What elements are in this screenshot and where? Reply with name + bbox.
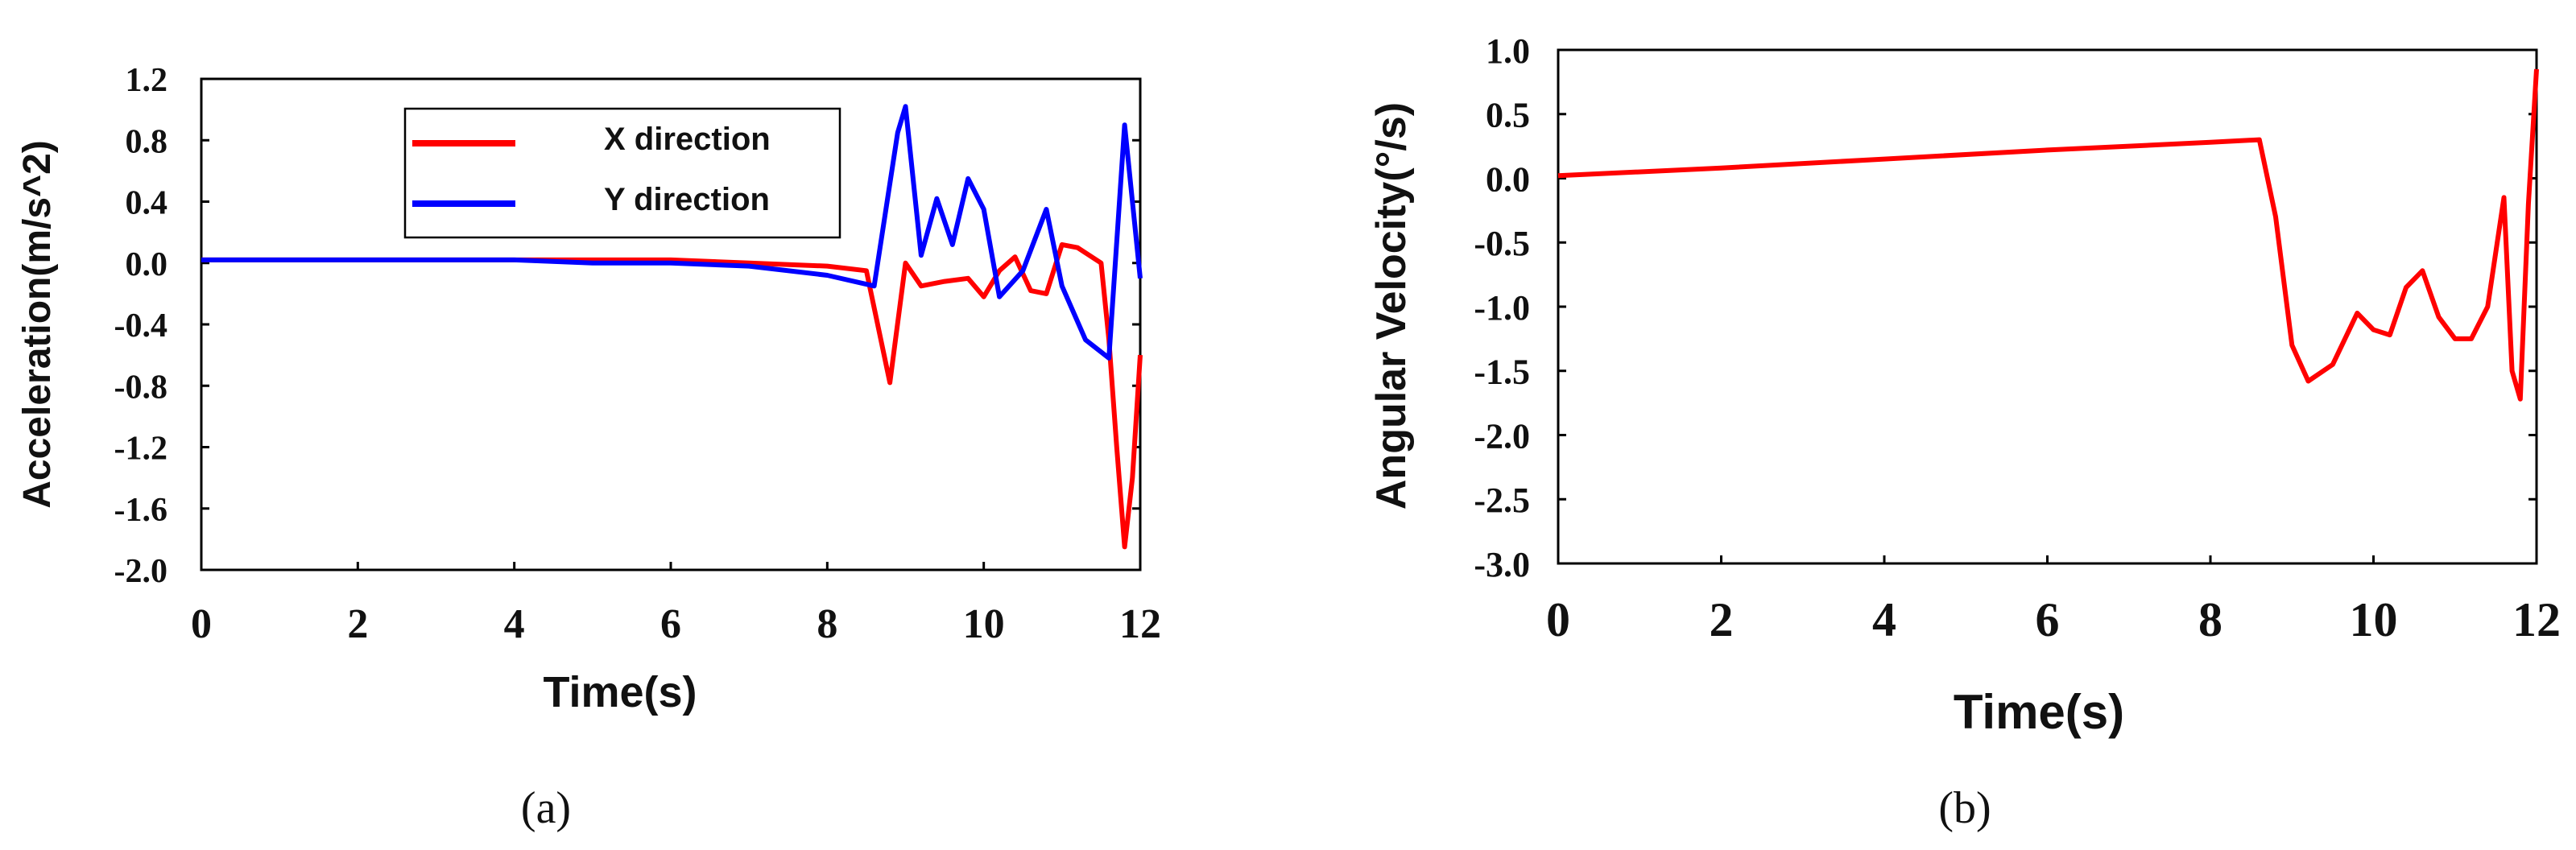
y-tick-label: -0.5 bbox=[1474, 224, 1530, 263]
x-tick-label: 10 bbox=[963, 601, 1005, 647]
x-tick-label: 12 bbox=[2512, 593, 2561, 646]
y-tick-label: 0.4 bbox=[126, 185, 168, 222]
x-tick-label: 4 bbox=[1872, 593, 1896, 646]
data-series bbox=[1557, 68, 2539, 402]
y-tick-label: 0.0 bbox=[1486, 159, 1530, 199]
caption-a: (a) bbox=[521, 783, 571, 833]
legend-label-y-direction: Y direction bbox=[604, 182, 770, 217]
x-tick-label: 6 bbox=[2036, 593, 2060, 646]
x-axis-title: Time(s) bbox=[543, 668, 697, 716]
y-tick-labels: 1.0 0.5 0.0 -0.5 -1.0 -1.5 -2.0 -2.5 -3.0 bbox=[1474, 31, 2537, 584]
legend-label-x-direction: X direction bbox=[604, 122, 771, 157]
y-tick-label: -1.2 bbox=[114, 431, 168, 468]
y-tick-label: -1.0 bbox=[1474, 288, 1530, 328]
x-tick-label: 4 bbox=[504, 601, 525, 647]
y-axis-title: Angular Velocity(°/s) bbox=[1368, 102, 1415, 510]
x-axis-title: Time(s) bbox=[1954, 685, 2124, 739]
data-series bbox=[201, 104, 1143, 550]
series-line-angular-velocity bbox=[1557, 68, 2539, 402]
y-axis-title: Acceleration(m/s^2) bbox=[16, 140, 59, 509]
x-tick-label: 0 bbox=[191, 601, 212, 647]
x-tick-label: 2 bbox=[1710, 593, 1734, 646]
angular-velocity-chart: 0 2 4 6 8 10 12 1.0 0.5 0.0 -0.5 -1.0 -1.5 -2.0 -2.5 -… bbox=[1368, 31, 2561, 833]
acceleration-chart: 0 2 4 6 8 10 12 1.2 0.8 0.4 0.0 -0.4 -0.8 -1.2 -1.6 -2… bbox=[16, 62, 1161, 833]
y-tick-label: -0.8 bbox=[114, 369, 168, 406]
y-tick-labels: 1.2 0.8 0.4 0.0 -0.4 -0.8 -1.2 -1.6 -2.0 bbox=[114, 62, 1140, 590]
y-tick-label: -1.5 bbox=[1474, 353, 1530, 392]
y-tick-label: -2.0 bbox=[1474, 416, 1530, 456]
x-tick-label: 10 bbox=[2350, 593, 2398, 646]
legend: X direction Y direction bbox=[403, 107, 841, 239]
caption-b: (b) bbox=[1938, 783, 1991, 833]
y-tick-label: 0.8 bbox=[126, 123, 168, 160]
x-tick-labels: 0 2 4 6 8 10 12 bbox=[1546, 555, 2561, 646]
plot-frame bbox=[1557, 48, 2538, 565]
y-tick-label: 1.0 bbox=[1486, 31, 1530, 71]
x-tick-label: 12 bbox=[1119, 601, 1161, 647]
x-tick-label: 0 bbox=[1546, 593, 1570, 646]
x-tick-label: 8 bbox=[817, 601, 837, 647]
legend-box bbox=[403, 107, 841, 239]
y-tick-label: -1.6 bbox=[114, 492, 168, 529]
y-tick-label: -2.0 bbox=[114, 553, 168, 590]
y-tick-label: -3.0 bbox=[1474, 545, 1530, 584]
y-tick-label: 0.5 bbox=[1486, 96, 1530, 135]
x-tick-labels: 0 2 4 6 8 10 12 bbox=[191, 562, 1161, 647]
x-tick-label: 2 bbox=[347, 601, 368, 647]
series-line-y-direction bbox=[201, 104, 1143, 361]
y-tick-label: -2.5 bbox=[1474, 481, 1530, 520]
x-tick-label: 6 bbox=[660, 601, 681, 647]
y-tick-label: 0.0 bbox=[126, 246, 168, 283]
x-tick-label: 8 bbox=[2198, 593, 2222, 646]
y-tick-label: 1.2 bbox=[126, 62, 168, 99]
y-tick-label: -0.4 bbox=[114, 307, 168, 345]
